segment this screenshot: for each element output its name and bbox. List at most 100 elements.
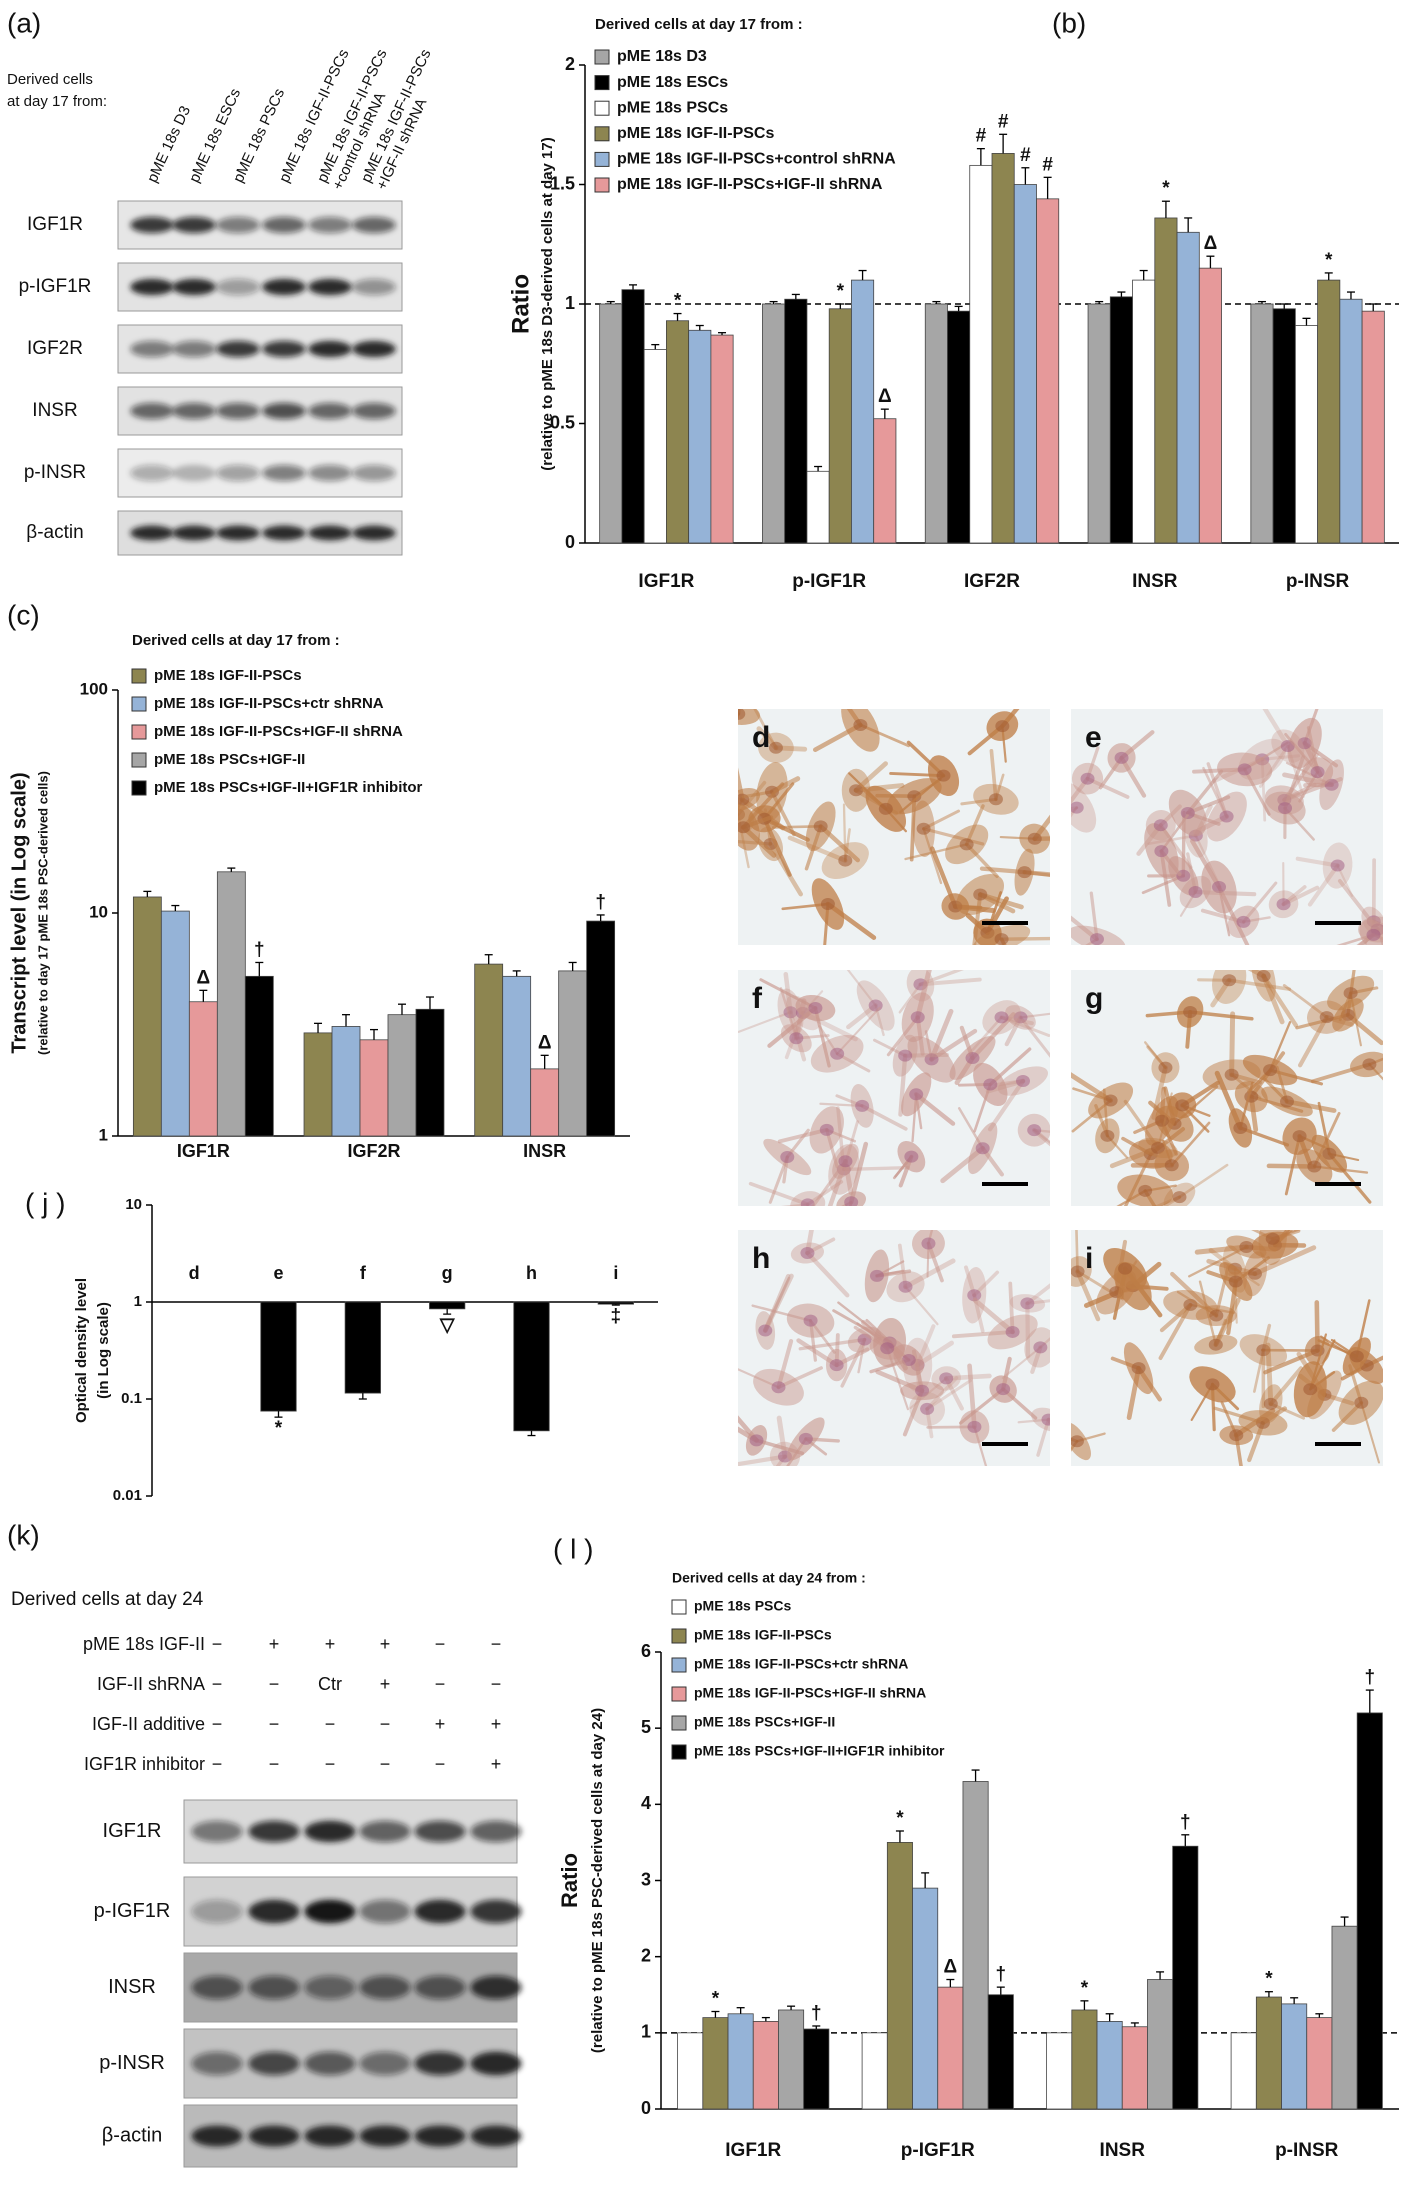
condition-mark: − <box>212 1714 223 1734</box>
cell-nucleus <box>1208 1338 1223 1351</box>
cell-process <box>999 936 1050 941</box>
bar <box>1071 2009 1098 2110</box>
blot-band <box>216 402 260 420</box>
bar <box>1230 2032 1257 2110</box>
micrograph <box>1071 970 1383 1206</box>
cell-nucleus <box>1089 933 1104 945</box>
cell-process <box>903 1258 956 1290</box>
cell-process <box>1154 1195 1182 1206</box>
blot-band <box>172 278 216 296</box>
blot-strip <box>117 200 403 250</box>
blot-band <box>470 1820 522 1843</box>
cell-nucleus <box>965 1052 980 1065</box>
blot-band <box>308 216 352 234</box>
cell-process <box>1206 762 1229 819</box>
blot-row-label: p-IGF1R <box>19 276 92 297</box>
blot-band <box>248 1820 300 1843</box>
blot-band <box>262 525 306 541</box>
significance-mark: * <box>837 281 845 302</box>
blot-band <box>216 464 260 482</box>
cell-process <box>811 1159 848 1206</box>
blot-band <box>352 216 396 234</box>
significance-mark: # <box>976 126 987 147</box>
cell-nucleus <box>909 1088 924 1101</box>
bar <box>188 1001 218 1137</box>
condition-mark: − <box>269 1674 280 1694</box>
cell-process <box>1123 1099 1160 1150</box>
bar <box>991 153 1015 544</box>
x-tick-label: IGF1R <box>725 2140 781 2161</box>
bar <box>1317 279 1341 544</box>
legend-swatch <box>594 177 610 193</box>
x-tick-label: INSR <box>1100 2140 1146 2161</box>
cell-nucleus <box>936 769 951 782</box>
blot-band <box>359 2125 411 2147</box>
cell-nucleus <box>980 926 995 939</box>
cell-nucleus <box>803 1314 818 1327</box>
cell-nucleus <box>994 933 1009 945</box>
condition-mark: − <box>435 1634 446 1654</box>
blot-caption: Derived cells <box>7 71 93 88</box>
legend-title: Derived cells at day 24 from : <box>672 1570 866 1586</box>
legend-swatch <box>594 151 610 167</box>
x-tick-label: IGF1R <box>177 1141 230 1161</box>
condition-mark: + <box>491 1754 502 1774</box>
cell-nucleus <box>1233 1121 1248 1134</box>
bar <box>260 1301 297 1412</box>
blot-band <box>470 2051 522 2076</box>
bar <box>806 470 830 544</box>
blot-band <box>414 1975 466 2000</box>
significance-mark: * <box>275 1418 283 1439</box>
bar <box>947 310 971 544</box>
cell-process <box>860 1104 908 1131</box>
bar <box>1132 279 1156 544</box>
cell-nucleus <box>1236 915 1251 928</box>
cell-process <box>1252 1245 1317 1277</box>
bar <box>1361 310 1385 544</box>
legend-swatch <box>594 49 610 65</box>
cell-nucleus <box>967 1420 982 1433</box>
cell-nucleus <box>780 1151 795 1164</box>
panel-label: ( j ) <box>25 1187 65 1218</box>
blot-band <box>352 340 396 358</box>
cell-nucleus <box>1349 1350 1364 1363</box>
y-tick-label: 0 <box>565 532 575 552</box>
significance-mark: † <box>811 2003 822 2024</box>
cell-nucleus <box>1263 1397 1278 1410</box>
cell-nucleus <box>800 1198 815 1206</box>
cell-process <box>904 1285 939 1326</box>
cell-nucleus <box>819 1123 834 1136</box>
legend-swatch <box>131 696 147 712</box>
cell-nucleus <box>1138 1184 1153 1197</box>
bar <box>1013 184 1037 544</box>
cell-process <box>793 998 807 1041</box>
blot-band <box>262 216 306 234</box>
cell-nucleus <box>1343 987 1358 1000</box>
micrograph-label: g <box>1085 982 1103 1015</box>
legend-label: pME 18s D3 <box>617 48 707 65</box>
y-tick-label: 0.1 <box>121 1390 142 1407</box>
micrograph <box>738 709 1050 945</box>
blot-row-label: p-INSR <box>24 462 86 483</box>
bar <box>474 963 504 1137</box>
legend-swatch <box>594 75 610 91</box>
cell-process <box>909 1377 948 1409</box>
condition-label: IGF1R inhibitor <box>84 1754 205 1774</box>
blot-band <box>130 340 174 358</box>
blot-band <box>172 525 216 541</box>
cell-nucleus <box>907 790 922 803</box>
cell-nucleus <box>1265 1232 1280 1245</box>
bar <box>1356 1712 1383 2110</box>
cell-nucleus <box>1027 832 1042 845</box>
legend-label: pME 18s IGF-II-PSCs+control shRNA <box>617 151 896 168</box>
y-tick-label: 4 <box>641 1793 651 1813</box>
y-tick-label: 0.5 <box>550 412 575 432</box>
blot-band <box>304 1975 356 2000</box>
cell-nucleus <box>1263 1064 1278 1077</box>
y-tick-label: 0 <box>641 2098 651 2118</box>
cell-nucleus <box>1041 1413 1050 1426</box>
bar <box>132 896 162 1137</box>
cell-nucleus <box>820 898 835 911</box>
significance-mark: ‡ <box>611 1306 622 1327</box>
blot-band <box>216 340 260 358</box>
